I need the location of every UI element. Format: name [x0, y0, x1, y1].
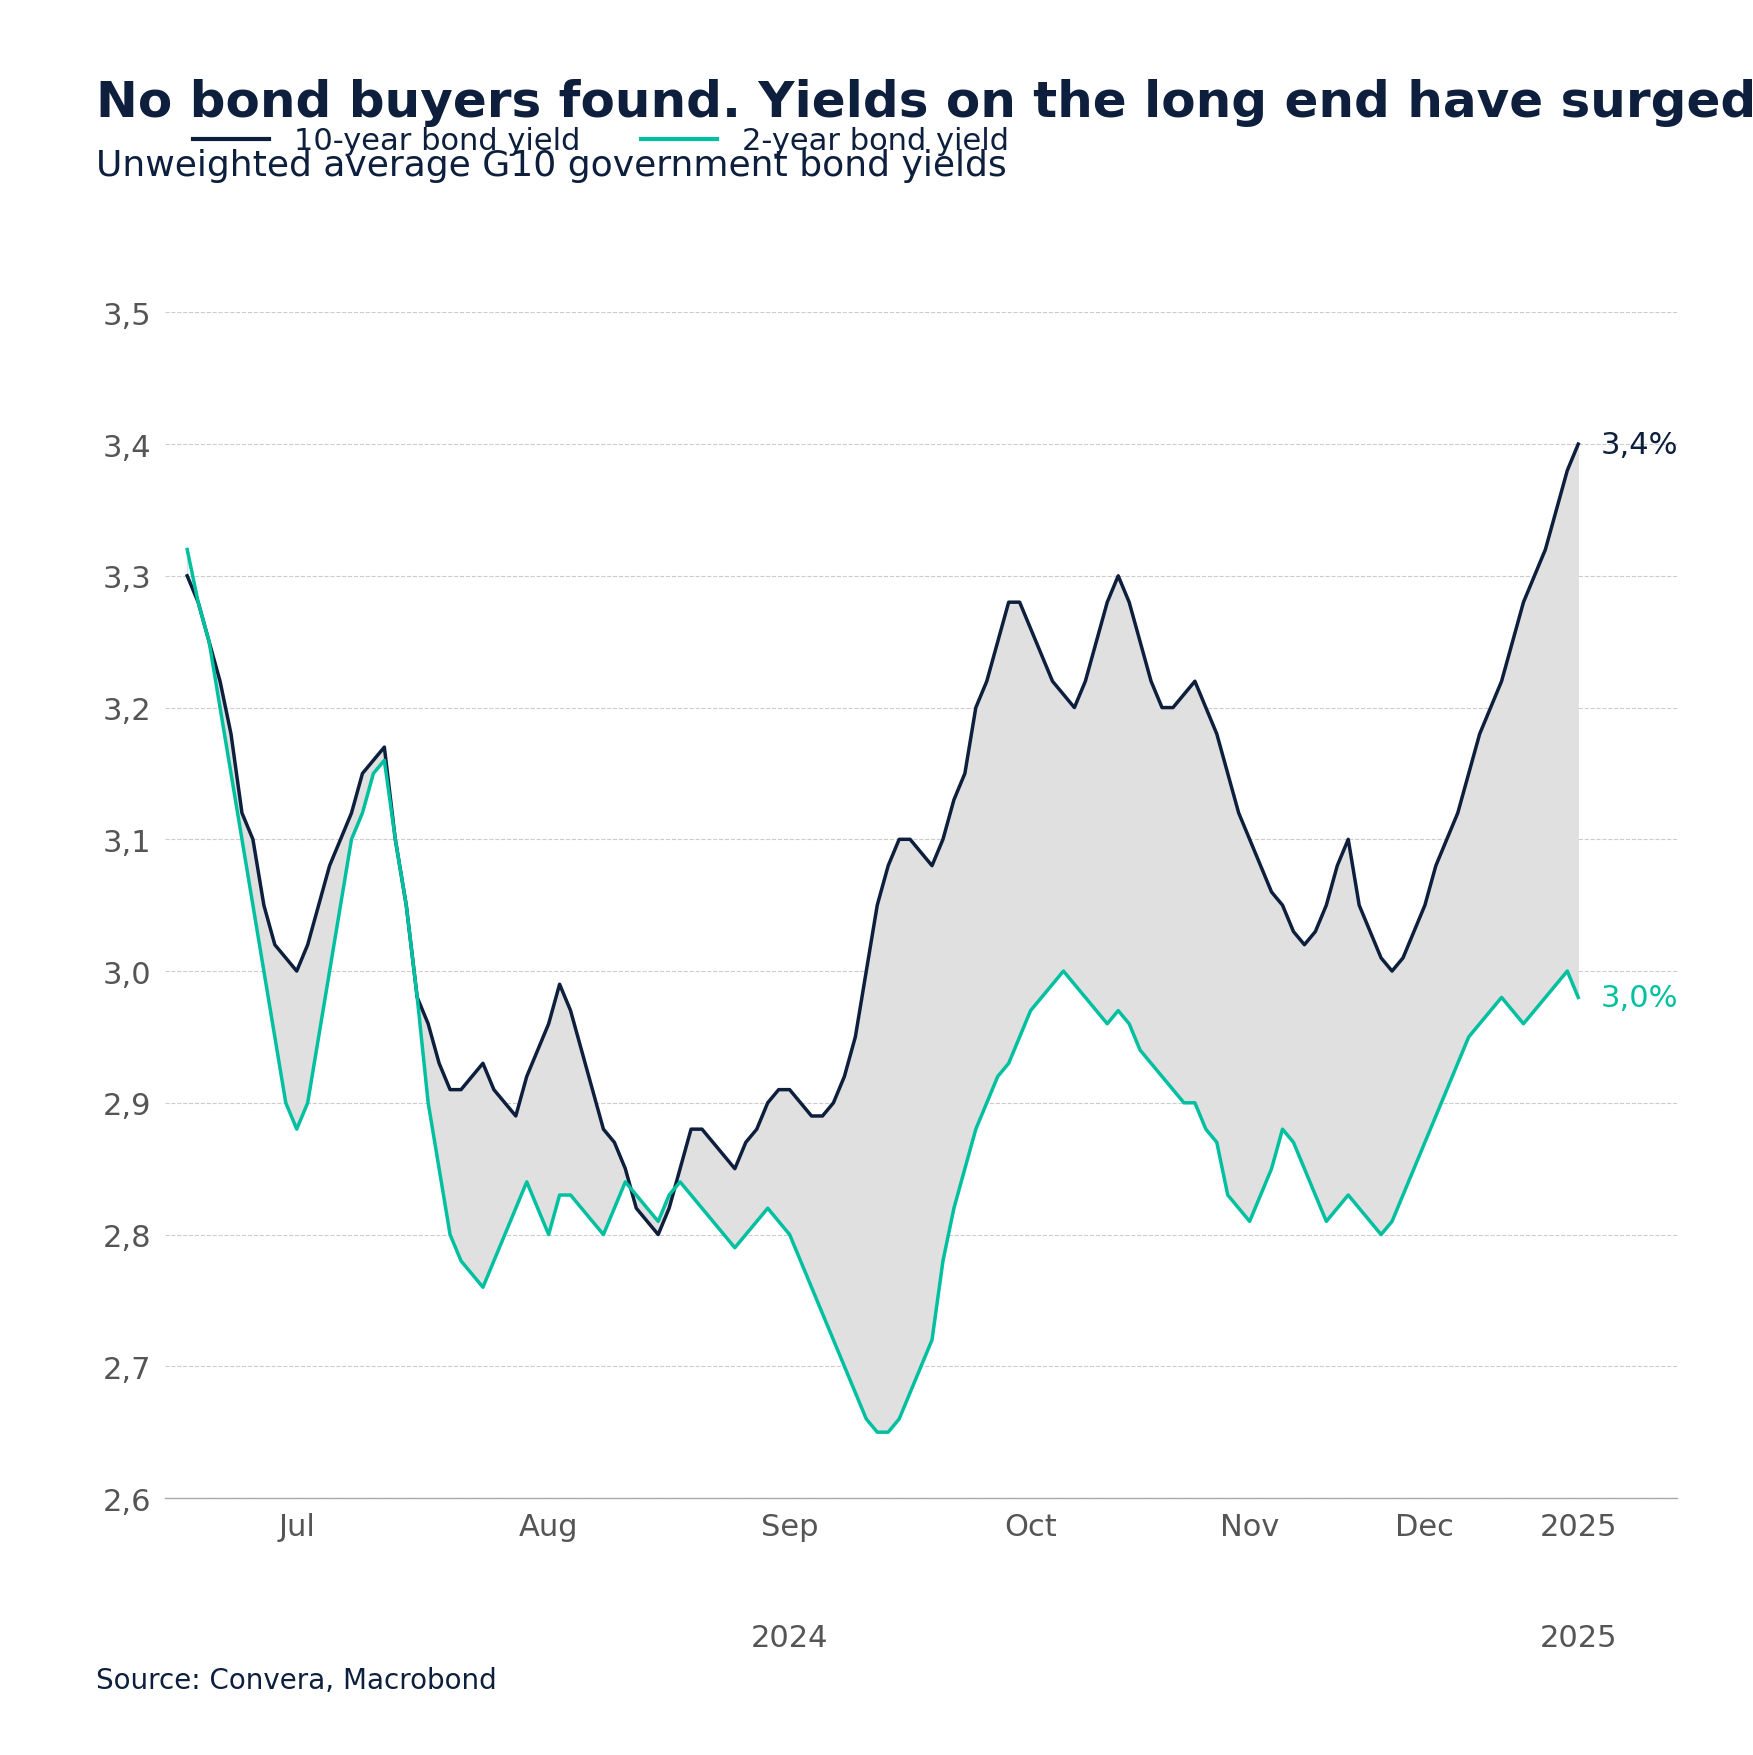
Legend: 10-year bond yield, 2-year bond yield: 10-year bond yield, 2-year bond yield	[181, 116, 1022, 168]
Text: No bond buyers found. Yields on the long end have surged: No bond buyers found. Yields on the long…	[96, 79, 1753, 126]
Text: 2024: 2024	[750, 1623, 829, 1651]
Text: 3,4%: 3,4%	[1600, 430, 1678, 460]
Text: Source: Convera, Macrobond: Source: Convera, Macrobond	[96, 1665, 498, 1694]
Text: 3,0%: 3,0%	[1600, 983, 1678, 1013]
Text: 2025: 2025	[1539, 1623, 1616, 1651]
Text: Unweighted average G10 government bond yields: Unweighted average G10 government bond y…	[96, 149, 1008, 183]
